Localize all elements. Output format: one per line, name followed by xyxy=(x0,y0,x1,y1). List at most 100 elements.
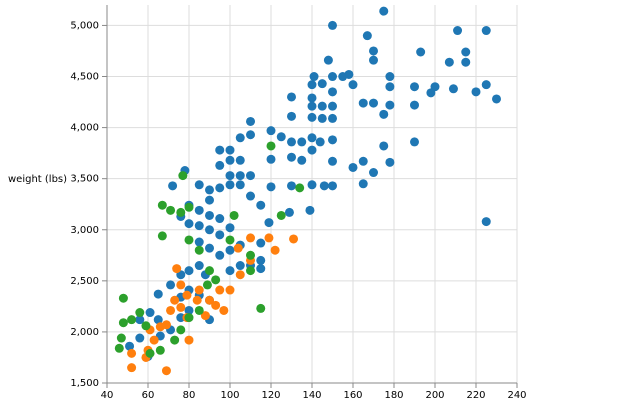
x-tick-label: 100 xyxy=(220,390,239,400)
point xyxy=(125,341,135,351)
point xyxy=(385,82,395,92)
point xyxy=(153,315,163,325)
point xyxy=(200,311,210,321)
point xyxy=(492,94,501,104)
point xyxy=(328,20,337,30)
point xyxy=(266,126,276,136)
y-tick-label: 2,000 xyxy=(70,327,99,338)
point xyxy=(235,171,245,181)
point xyxy=(170,335,180,345)
point xyxy=(246,266,255,276)
point xyxy=(385,72,395,82)
point xyxy=(205,266,214,276)
point xyxy=(256,238,266,248)
point xyxy=(379,109,389,119)
point xyxy=(307,80,317,90)
point xyxy=(157,200,167,210)
point xyxy=(266,182,276,192)
point xyxy=(176,302,186,312)
point xyxy=(385,100,395,110)
y-axis-label: weight (lbs) xyxy=(8,174,67,185)
point xyxy=(317,101,327,111)
point xyxy=(166,305,176,315)
point xyxy=(202,280,212,290)
point xyxy=(461,47,471,57)
y-tick-label: 1,500 xyxy=(70,378,99,389)
point xyxy=(307,145,317,155)
point xyxy=(369,55,378,65)
point xyxy=(369,168,378,178)
point xyxy=(219,305,229,315)
point xyxy=(297,155,307,165)
point xyxy=(141,321,151,331)
point xyxy=(287,152,296,162)
point xyxy=(116,333,126,343)
point xyxy=(379,6,389,16)
point xyxy=(184,235,194,245)
point xyxy=(276,132,286,142)
point xyxy=(276,210,286,220)
point xyxy=(481,26,491,36)
x-tick-label: 40 xyxy=(101,390,114,400)
point xyxy=(297,137,307,147)
point xyxy=(205,195,214,205)
point xyxy=(145,348,155,358)
point xyxy=(235,180,245,190)
point xyxy=(184,335,194,345)
point xyxy=(225,171,235,181)
point xyxy=(225,235,235,245)
point xyxy=(211,300,221,310)
point xyxy=(410,82,419,92)
point xyxy=(369,98,378,108)
point xyxy=(289,234,299,244)
point xyxy=(416,47,426,57)
point xyxy=(235,261,245,271)
point xyxy=(358,98,368,108)
point xyxy=(225,245,235,255)
y-tick-label: 3,000 xyxy=(70,225,99,236)
point xyxy=(328,72,337,82)
point xyxy=(135,333,145,343)
point xyxy=(225,145,235,155)
point xyxy=(161,366,171,376)
point xyxy=(235,155,245,165)
point xyxy=(256,303,266,313)
point xyxy=(235,270,245,280)
point xyxy=(315,137,325,147)
point xyxy=(184,305,194,315)
x-tick-label: 180 xyxy=(384,390,403,400)
point xyxy=(348,162,358,172)
x-tick-label: 240 xyxy=(507,390,526,400)
point xyxy=(170,295,180,305)
point xyxy=(192,295,202,305)
point xyxy=(184,219,194,229)
point xyxy=(307,101,317,111)
point xyxy=(309,72,319,82)
point xyxy=(194,221,204,231)
point xyxy=(184,313,194,323)
x-tick-label: 220 xyxy=(466,390,485,400)
point xyxy=(215,214,225,224)
x-tick-label: 160 xyxy=(343,390,362,400)
point xyxy=(453,26,463,36)
point xyxy=(348,80,358,90)
point xyxy=(176,325,186,335)
point xyxy=(215,285,225,295)
point xyxy=(225,155,235,165)
point xyxy=(135,315,145,325)
y-tick-label: 4,500 xyxy=(70,72,99,83)
point xyxy=(135,308,145,318)
point xyxy=(379,141,389,151)
point xyxy=(256,200,266,210)
point xyxy=(127,348,137,358)
point xyxy=(176,280,186,290)
point xyxy=(410,137,419,147)
point xyxy=(157,231,167,241)
point xyxy=(471,87,481,97)
point xyxy=(264,233,274,243)
point xyxy=(118,293,128,303)
point xyxy=(307,93,317,103)
y-tick-label: 5,000 xyxy=(70,20,99,31)
